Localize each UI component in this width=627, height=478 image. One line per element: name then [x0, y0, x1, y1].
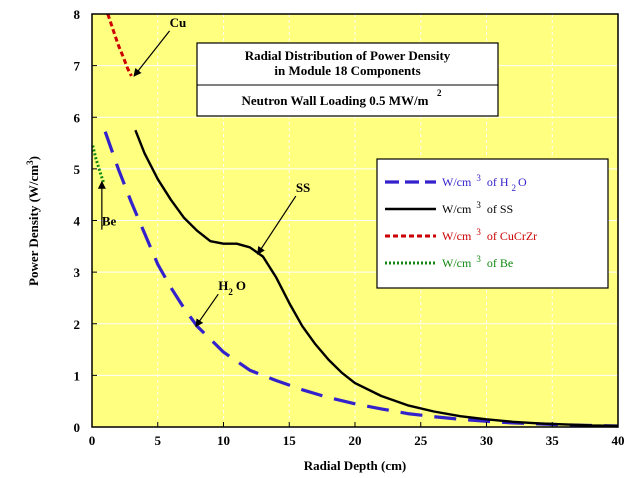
annotation-arrow-h2o: [195, 293, 219, 328]
y-axis-title: Power Density (W/cm3): [25, 156, 41, 286]
chart-title-line-2: in Module 18 Components: [274, 63, 420, 78]
y-tick-label-5: 5: [74, 162, 81, 177]
series-line-ss: [134, 129, 619, 428]
chart-subtitle-sup: 2: [437, 88, 442, 98]
annotation-label-ss: SS: [296, 180, 310, 195]
y-tick-label-8: 8: [74, 7, 81, 22]
legend-label-cucrzr: W/cm 3 of CuCrZr: [442, 227, 537, 243]
x-tick-label-4: 20: [349, 433, 362, 448]
title-box: Radial Distribution of Power Density in …: [196, 42, 499, 117]
y-axis-title-end: ): [26, 156, 41, 160]
y-axis-title-group: Power Density (W/cm3): [25, 156, 41, 286]
y-tick-label-0: 0: [74, 420, 81, 435]
series-group: [91, 13, 619, 428]
annotations-group: Cu SS Be H2 O: [97, 15, 310, 328]
x-tick-label-7: 35: [546, 433, 560, 448]
annotation-arrow-ss: [257, 195, 297, 255]
annotation-label-be: Be: [102, 214, 117, 229]
x-tick-label-2: 10: [217, 433, 230, 448]
y-tick-label-7: 7: [74, 59, 81, 74]
y-tick-label-4: 4: [74, 214, 81, 229]
x-tick-label-5: 25: [414, 433, 428, 448]
legend: W/cm 3 of H 2 O W/cm 3 of SS W/cm 3 of CuCrZr W/…: [376, 158, 609, 289]
y-axis-title-main: Power Density (W/cm: [26, 165, 41, 286]
legend-label-be: W/cm 3 of Be: [442, 254, 513, 270]
annotation-label-cu: Cu: [170, 15, 187, 30]
chart-title-line-1: Radial Distribution of Power Density: [245, 48, 451, 63]
x-tick-label-0: 0: [89, 433, 96, 448]
y-tick-label-2: 2: [74, 317, 81, 332]
x-tick-label-8: 40: [612, 433, 625, 448]
tick-labels: 0 5 10 15 20 25 30 35 40 0 1 2 3 4 5 6 7 8: [74, 7, 625, 448]
y-tick-label-1: 1: [74, 368, 81, 383]
chart-subtitle: Neutron Wall Loading 0.5 MW/m: [242, 93, 429, 108]
x-tick-label-6: 30: [480, 433, 493, 448]
y-tick-label-3: 3: [74, 265, 81, 280]
legend-label-ss: W/cm 3 of SS: [442, 200, 513, 216]
x-tick-label-3: 15: [283, 433, 297, 448]
series-line-cucrzr: [106, 13, 133, 77]
y-tick-label-6: 6: [74, 110, 81, 125]
annotation-label-h2o: H2 O: [218, 278, 246, 297]
x-axis-title: Radial Depth (cm): [304, 458, 407, 473]
series-line-be: [91, 145, 106, 184]
y-axis-title-sup: 3: [25, 160, 35, 165]
annotation-arrow-cu: [133, 30, 171, 77]
x-tick-label-1: 5: [155, 433, 162, 448]
